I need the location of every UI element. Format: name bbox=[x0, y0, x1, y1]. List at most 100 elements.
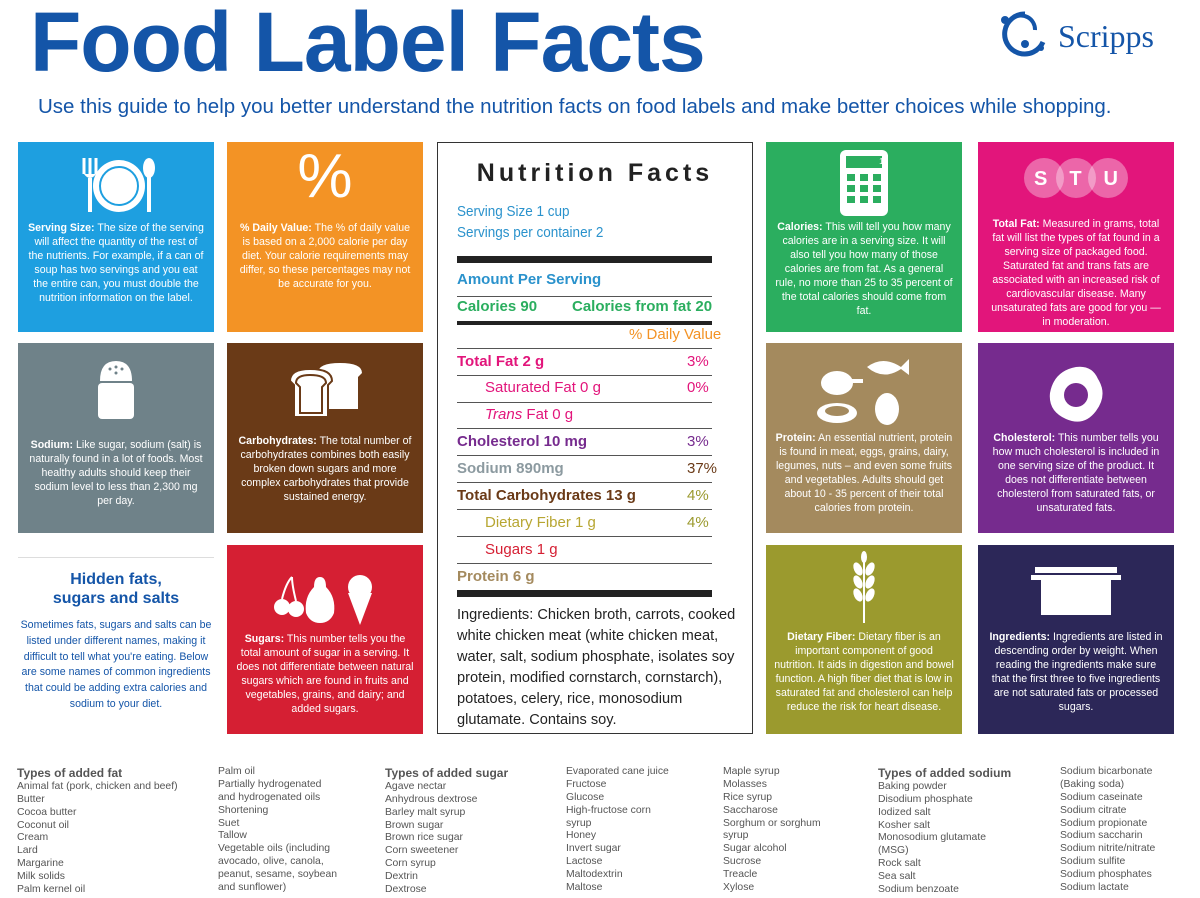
card-text: The % of daily value is based on a 2,000… bbox=[239, 222, 411, 290]
salt-shaker-icon bbox=[18, 357, 214, 421]
card-term: Protein: bbox=[775, 432, 816, 444]
list-item: Maple syrup bbox=[723, 766, 780, 777]
card-term: Carbohydrates: bbox=[238, 435, 317, 447]
added-sugar-list: Types of added sugar Agave nectar Anhydr… bbox=[385, 766, 508, 897]
card-term: Dietary Fiber: bbox=[787, 631, 856, 643]
list-item: avocado, olive, canola, bbox=[218, 856, 324, 868]
list-item: Sodium caseinate bbox=[1060, 791, 1143, 803]
nf-row-label: Total Fat 2 g bbox=[457, 353, 545, 370]
list-item: Sodium sulfite bbox=[1060, 856, 1126, 868]
list-item: Maltose bbox=[566, 882, 603, 894]
nf-row-label: Sugars 1 g bbox=[485, 541, 558, 558]
added-sodium-list-continued: Sodium bicarbonate (Baking soda) Sodium … bbox=[1060, 766, 1155, 895]
calculator-icon: 10 bbox=[766, 150, 962, 216]
list-item: syrup bbox=[566, 817, 592, 829]
page-subtitle: Use this guide to help you better unders… bbox=[38, 95, 1112, 118]
venn-letter-t: T bbox=[1069, 168, 1082, 190]
list-item: High-fructose corn bbox=[566, 804, 651, 816]
list-item: Rock salt bbox=[878, 858, 921, 870]
card-text: Like sugar, sodium (salt) is naturally f… bbox=[29, 439, 203, 507]
nf-row-label: Sodium 890mg bbox=[457, 460, 564, 477]
list-item: Molasses bbox=[723, 778, 767, 790]
nutrition-facts-title: Nutrition Facts bbox=[476, 159, 714, 187]
divider bbox=[457, 428, 712, 429]
thick-divider bbox=[457, 256, 712, 263]
card-text: This number tells you how much cholester… bbox=[992, 432, 1160, 514]
hidden-fats-body: Sometimes fats, sugars and salts can be … bbox=[20, 619, 212, 710]
serving-size-card: Serving Size: The size of the serving wi… bbox=[18, 142, 214, 332]
added-sodium-list: Types of added sodium Baking powder Diso… bbox=[878, 766, 1011, 897]
card-text: This number tells you the total amount o… bbox=[236, 633, 414, 715]
added-fat-list: Types of added fat Animal fat (pork, chi… bbox=[17, 766, 178, 897]
list-item: Butter bbox=[17, 793, 45, 805]
card-term: Sugars: bbox=[244, 633, 285, 645]
hidden-fats-heading: Hidden fats, sugars and salts bbox=[52, 571, 180, 608]
card-text: An essential nutrient, protein is found … bbox=[775, 432, 953, 514]
hidden-fats-panel: Hidden fats, sugars and salts Sometimes … bbox=[18, 557, 214, 727]
venn-letter-u: U bbox=[1103, 168, 1118, 190]
nf-row-protein: Protein 6 g bbox=[457, 568, 712, 594]
list-item: Barley malt syrup bbox=[385, 806, 466, 818]
added-sugar-list-continued: Evaporated cane juice Fructose Glucose H… bbox=[566, 766, 669, 895]
nf-row-pct: 4% bbox=[687, 514, 709, 531]
list-item: Honey bbox=[566, 830, 597, 842]
list-item: peanut, sesame, soybean bbox=[218, 869, 337, 881]
list-item: Evaporated cane juice bbox=[566, 766, 669, 777]
list-item: Kosher salt bbox=[878, 819, 930, 831]
nf-row-pct: 4% bbox=[687, 487, 709, 504]
list-item: Sodium propionate bbox=[1060, 817, 1148, 829]
card-term: % Daily Value: bbox=[240, 222, 312, 234]
list-item: Disodium phosphate bbox=[878, 793, 973, 805]
nf-row-dietary-fiber: Dietary Fiber 1 g 4% bbox=[457, 514, 712, 540]
list-item: Sodium lactate bbox=[1060, 882, 1129, 894]
nf-row-pct: 3% bbox=[687, 433, 709, 450]
list-item: Sodium bicarbonate bbox=[1060, 766, 1153, 777]
ingredients-card: Ingredients: Ingredients are listed in d… bbox=[978, 545, 1174, 734]
nf-row-label-italic: Trans bbox=[485, 406, 523, 423]
fruit-icecream-icon bbox=[227, 573, 423, 625]
nf-row-trans-fat: Trans Fat 0 g bbox=[457, 406, 712, 432]
list-item: Animal fat (pork, chicken and beef) bbox=[17, 780, 178, 792]
nf-row-label: Cholesterol 10 mg bbox=[457, 433, 588, 450]
added-sugar-heading: Types of added sugar bbox=[385, 766, 509, 780]
scripps-logo: Scripps bbox=[995, 8, 1175, 60]
card-text: Ingredients are listed in descending ord… bbox=[991, 631, 1163, 713]
added-sodium-heading: Types of added sodium bbox=[878, 766, 1012, 780]
list-item: Sodium nitrite/nitrate bbox=[1060, 843, 1156, 855]
nf-row-sugars: Sugars 1 g bbox=[457, 541, 712, 567]
list-item: Lactose bbox=[566, 856, 603, 868]
card-text: Measured in grams, total fat will list t… bbox=[991, 218, 1161, 328]
servings-per-container-line: Servings per container 2 bbox=[457, 224, 604, 241]
list-item: Xylose bbox=[723, 882, 755, 894]
list-item: Palm oil bbox=[218, 766, 255, 777]
list-item: Vegetable oils (including bbox=[218, 843, 331, 855]
list-item: Suet bbox=[218, 817, 240, 829]
divider bbox=[457, 482, 712, 483]
added-fat-heading: Types of added fat bbox=[17, 766, 123, 780]
daily-value-header: % Daily Value bbox=[629, 326, 722, 343]
card-term: Cholesterol: bbox=[993, 432, 1056, 444]
brand-name: Scripps bbox=[1058, 18, 1154, 54]
pot-icon bbox=[978, 563, 1174, 617]
serving-size-line: Serving Size 1 cup bbox=[457, 203, 570, 220]
list-item: Corn syrup bbox=[385, 858, 436, 870]
bread-icon bbox=[227, 363, 423, 419]
nf-row-pct: 37% bbox=[687, 460, 718, 477]
card-term: Sodium: bbox=[30, 439, 73, 451]
thick-divider bbox=[457, 321, 712, 325]
list-item: and sunflower) bbox=[218, 882, 287, 894]
nf-row-label: Total Carbohydrates 13 g bbox=[457, 487, 636, 504]
divider bbox=[457, 455, 712, 456]
nf-row-sodium: Sodium 890mg 37% bbox=[457, 460, 717, 486]
carbohydrates-card: Carbohydrates: The total number of carbo… bbox=[227, 343, 423, 533]
list-item: Saccharose bbox=[723, 804, 778, 816]
list-item: Invert sugar bbox=[566, 843, 621, 855]
card-term: Calories: bbox=[777, 221, 823, 233]
cholesterol-card: Cholesterol: This number tells you how m… bbox=[978, 343, 1174, 533]
list-item: Palm kernel oil bbox=[17, 884, 86, 895]
nf-row-label: Saturated Fat 0 g bbox=[485, 379, 601, 396]
nf-row-label: Protein 6 g bbox=[457, 568, 535, 585]
nf-row-total-fat: Total Fat 2 g 3% bbox=[457, 353, 712, 379]
calculator-display: 10 bbox=[879, 157, 888, 166]
list-item: Sea salt bbox=[878, 871, 916, 883]
